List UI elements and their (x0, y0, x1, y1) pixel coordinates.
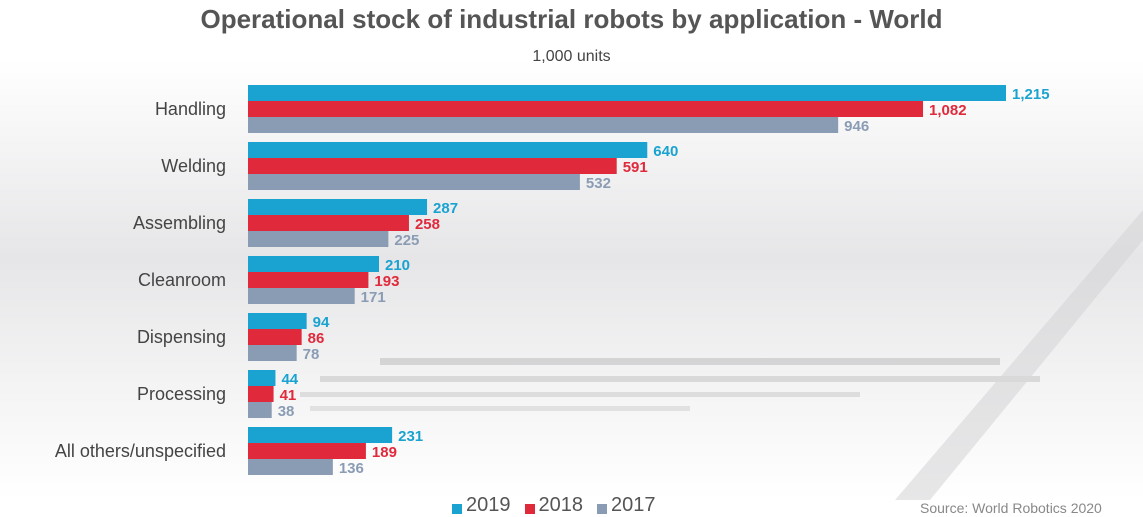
legend-swatch-2017 (597, 503, 607, 514)
source-note: Source: World Robotics 2020 (920, 500, 1102, 516)
bar-cleanroom-2019 (248, 256, 380, 272)
bar-all-others-unspecified-2018 (248, 443, 366, 459)
legend-label-2017: 2017 (611, 494, 656, 516)
data-label-welding-2018: 591 (623, 159, 648, 176)
legend-label-2018: 2018 (538, 494, 584, 516)
category-label-dispensing: Dispensing (137, 327, 226, 347)
legend-item-2019: 2019 (452, 494, 511, 517)
data-label-handling-2018: 1,082 (929, 102, 967, 119)
bar-dispensing-2017 (248, 345, 297, 361)
data-label-assembling-2018: 258 (415, 216, 440, 233)
data-label-processing-2018: 41 (280, 387, 297, 404)
data-label-welding-2019: 640 (653, 143, 678, 160)
data-label-all-others-unspecified-2017: 136 (339, 460, 364, 477)
legend-item-2017: 2017 (597, 494, 656, 517)
chart-legend: 2019 2018 2017 (452, 494, 656, 517)
bar-processing-2019 (248, 370, 276, 386)
category-label-processing: Processing (137, 384, 226, 404)
category-label-welding: Welding (161, 156, 226, 176)
data-label-dispensing-2018: 86 (308, 330, 325, 347)
category-label-handling: Handling (155, 99, 226, 119)
data-label-dispensing-2017: 78 (303, 346, 320, 363)
bar-welding-2017 (248, 174, 580, 190)
bar-assembling-2017 (248, 231, 389, 247)
data-label-all-others-unspecified-2018: 189 (372, 444, 397, 461)
data-label-cleanroom-2019: 210 (385, 257, 410, 274)
data-label-processing-2017: 38 (278, 403, 295, 420)
chart-subtitle: 1,000 units (532, 48, 611, 65)
data-label-cleanroom-2018: 193 (374, 273, 399, 290)
bar-assembling-2018 (248, 215, 409, 231)
category-label-all-others-unspecified: All others/unspecified (55, 441, 226, 461)
category-label-cleanroom: Cleanroom (138, 270, 226, 290)
bar-handling-2018 (248, 101, 924, 117)
bar-all-others-unspecified-2019 (248, 427, 393, 443)
bar-cleanroom-2017 (248, 288, 355, 304)
bar-processing-2017 (248, 402, 272, 418)
legend-label-2019: 2019 (466, 494, 511, 516)
data-label-processing-2019: 44 (281, 371, 298, 388)
legend-item-2018: 2018 (524, 494, 584, 517)
bar-handling-2017 (248, 117, 839, 133)
bar-dispensing-2018 (248, 329, 302, 345)
bar-cleanroom-2018 (248, 272, 369, 288)
bar-welding-2018 (248, 158, 617, 174)
data-label-cleanroom-2017: 171 (361, 289, 386, 306)
data-label-all-others-unspecified-2019: 231 (398, 428, 423, 445)
data-label-handling-2019: 1,215 (1012, 86, 1050, 103)
category-label-assembling: Assembling (133, 213, 226, 233)
legend-swatch-2018 (524, 503, 535, 514)
data-label-handling-2017: 946 (844, 118, 869, 135)
data-label-assembling-2019: 287 (433, 200, 458, 217)
bar-assembling-2019 (248, 199, 428, 215)
data-label-dispensing-2019: 94 (313, 314, 330, 331)
watermark-logo (300, 210, 1143, 500)
bar-handling-2019 (248, 85, 1006, 101)
bar-all-others-unspecified-2017 (248, 459, 333, 475)
bar-processing-2018 (248, 386, 274, 402)
data-label-assembling-2017: 225 (394, 232, 419, 249)
data-label-welding-2017: 532 (586, 175, 611, 192)
bar-dispensing-2019 (248, 313, 307, 329)
bar-welding-2019 (248, 142, 648, 158)
legend-swatch-2019 (452, 503, 462, 514)
chart-title: Operational stock of industrial robots b… (200, 4, 943, 34)
